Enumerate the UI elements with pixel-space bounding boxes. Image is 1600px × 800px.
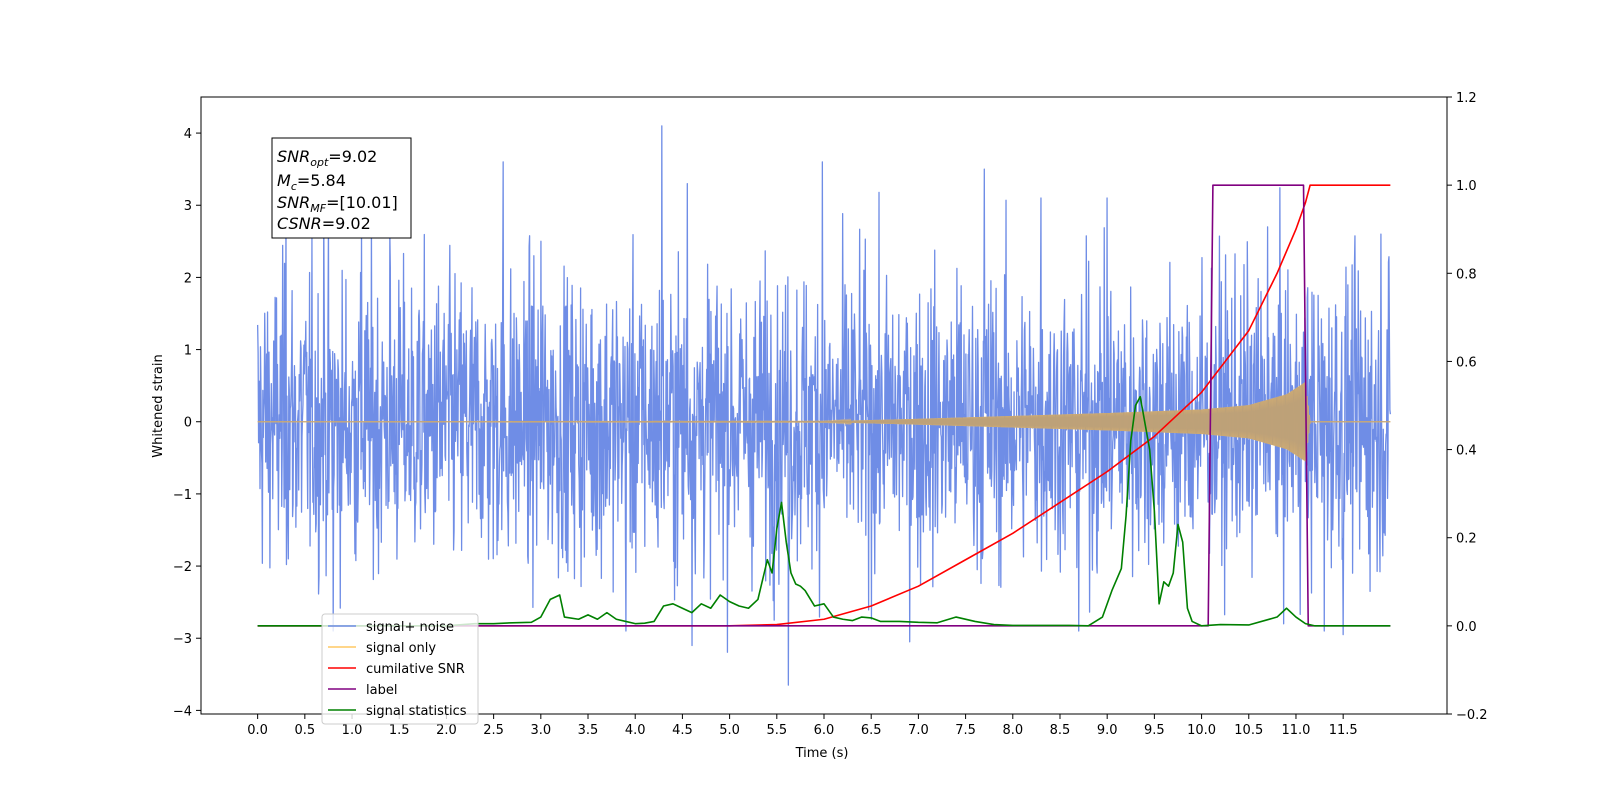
x-tick-label: 4.5 — [672, 723, 693, 738]
x-tick-label: 4.0 — [625, 723, 646, 738]
x-tick-label: 0.0 — [247, 723, 268, 738]
axes: 0.0 0.5 1.0 1.5 2.0 2.5 3.0 3.5 4.0 4.5 5.0 5.5 6.0 6… — [173, 91, 1488, 738]
annotation-snr-opt: SNRopt=9.02 — [277, 147, 377, 169]
y2-tick-label: 0.6 — [1456, 355, 1477, 370]
legend: signal+ noise signal only cumilative SNR la… — [321, 613, 479, 725]
y-tick-label: −3 — [173, 632, 192, 647]
x-tick-label: 3.5 — [578, 723, 599, 738]
x-tick-label: 5.5 — [766, 723, 787, 738]
y-axis-label: Whitened strain — [151, 354, 166, 457]
legend-label-signal-only: signal only — [366, 641, 436, 656]
y-tick-label: −4 — [173, 704, 192, 719]
annotation-box: SNRopt=9.02 Mc=5.84 SNRMF=[10.01] CSNR=9… — [271, 137, 412, 239]
x-axis-label: Time (s) — [795, 746, 849, 761]
x-tick-label: 1.5 — [389, 723, 410, 738]
x-tick-label: 2.0 — [436, 723, 457, 738]
series-signal-noise — [256, 125, 1392, 686]
x-tick-label: 10.5 — [1234, 723, 1263, 738]
y-tick-label: 0 — [184, 416, 192, 431]
x-tick-label: 3.0 — [530, 723, 551, 738]
y2-tick-label: 1.0 — [1456, 179, 1477, 194]
x-tick-label: 6.5 — [861, 723, 882, 738]
annotation-chirp-mass: Mc=5.84 — [277, 171, 346, 193]
x-tick-label: 10.0 — [1187, 723, 1216, 738]
legend-label-signal-statistics: signal statistics — [366, 704, 467, 719]
series-signal-statistics — [257, 395, 1391, 627]
y2-tick-label: 0.2 — [1456, 532, 1477, 547]
y-tick-label: −1 — [173, 488, 192, 503]
annotation-snr-mf: SNRMF=[10.01] — [277, 193, 398, 215]
x-tick-label: 9.5 — [1144, 723, 1165, 738]
y2-tick-label: 0.0 — [1456, 620, 1477, 635]
y2-tick-label: 0.8 — [1456, 267, 1477, 282]
x-tick-label: 0.5 — [294, 723, 315, 738]
series-signal-only-overlap — [257, 382, 1391, 462]
y-tick-label: 4 — [184, 127, 192, 142]
x-tick-label: 5.0 — [719, 723, 740, 738]
y-tick-label: 3 — [184, 199, 192, 214]
y-tick-label: −2 — [173, 560, 192, 575]
x-tick-label: 1.0 — [342, 723, 363, 738]
y2-tick-label: 1.2 — [1456, 91, 1477, 106]
x-tick-label: 6.0 — [814, 723, 835, 738]
legend-label-cumilative-snr: cumilative SNR — [366, 662, 465, 677]
x-tick-label: 11.0 — [1281, 723, 1310, 738]
x-tick-label: 8.5 — [1050, 723, 1071, 738]
annotation-csnr: CSNR=9.02 — [277, 214, 371, 233]
x-tick-label: 2.5 — [483, 723, 504, 738]
x-tick-label: 9.0 — [1097, 723, 1118, 738]
annotation-frame — [271, 137, 412, 239]
y2-tick-label: 0.4 — [1456, 444, 1477, 459]
x-tick-label: 7.5 — [955, 723, 976, 738]
y-tick-label: 1 — [184, 344, 192, 359]
x-tick-label: 8.0 — [1002, 723, 1023, 738]
plot-area — [256, 125, 1392, 686]
legend-frame — [321, 613, 479, 725]
legend-label-label: label — [366, 683, 397, 698]
y-tick-label: 2 — [184, 271, 192, 286]
x-tick-label: 7.0 — [908, 723, 929, 738]
x-tick-label: 11.5 — [1329, 723, 1358, 738]
legend-label-signal-noise: signal+ noise — [366, 620, 454, 635]
series-cumilative-snr — [257, 184, 1391, 627]
y2-tick-label: −0.2 — [1456, 708, 1488, 723]
